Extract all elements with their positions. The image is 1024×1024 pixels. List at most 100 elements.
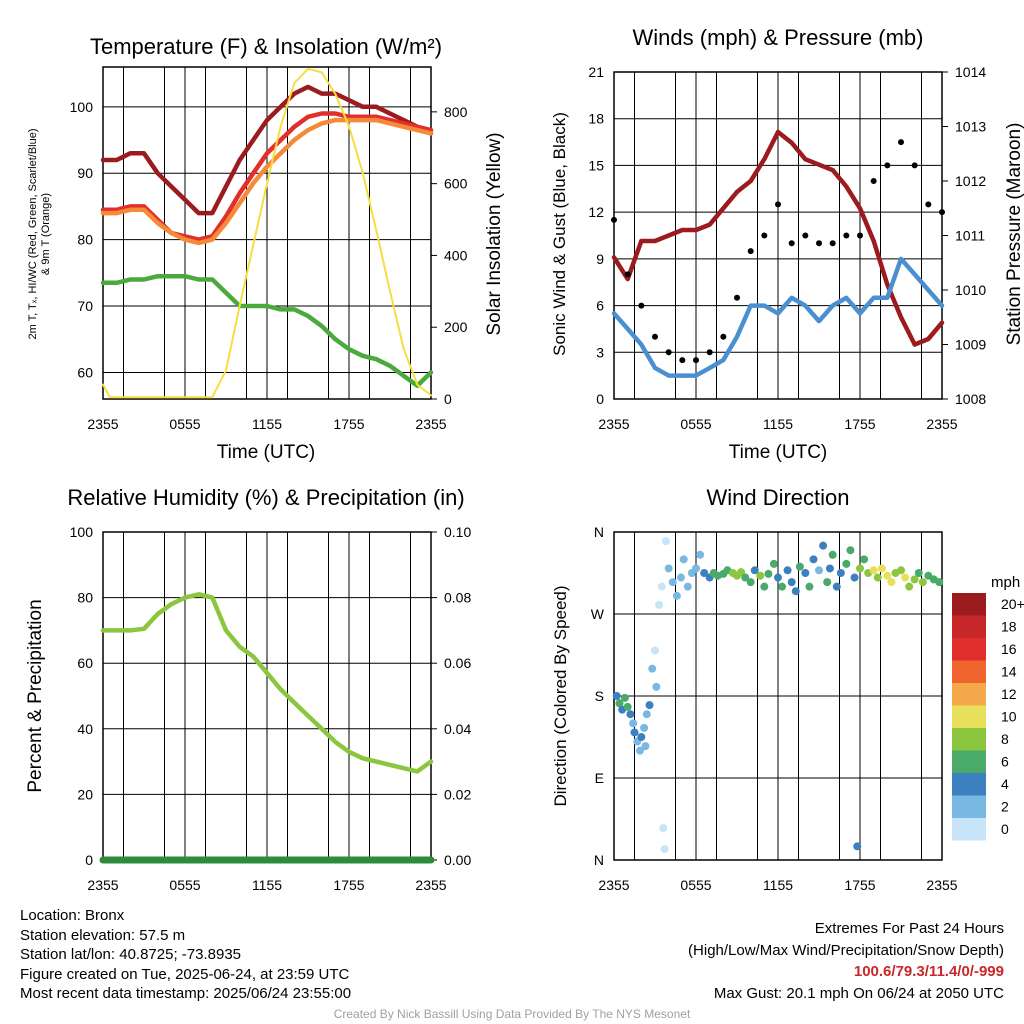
gust-point bbox=[911, 162, 918, 169]
direction-point bbox=[657, 582, 666, 591]
direction-point bbox=[778, 582, 787, 591]
direction-point bbox=[887, 578, 896, 587]
direction-point bbox=[877, 564, 886, 573]
y-tick-label: 18 bbox=[588, 111, 604, 127]
plot-frame bbox=[613, 71, 943, 400]
direction-point bbox=[655, 600, 664, 609]
legend-label: 18 bbox=[1001, 619, 1017, 635]
direction-point bbox=[660, 845, 669, 854]
y2-tick-label: 1012 bbox=[955, 173, 986, 189]
direction-point bbox=[832, 582, 841, 591]
extremes-subtitle: (High/Low/Max Wind/Precipitation/Snow De… bbox=[688, 941, 1004, 959]
x-tick-label: 1755 bbox=[333, 877, 364, 893]
x-tick-label: 2355 bbox=[598, 877, 629, 893]
winds-panel: Winds (mph) & Pressure (mb) Sonic Wind &… bbox=[550, 25, 1024, 463]
y2-tick-label: 0.04 bbox=[444, 721, 471, 737]
gust-point bbox=[857, 232, 863, 239]
legend-label: 2 bbox=[1001, 799, 1009, 815]
direction-point bbox=[809, 555, 818, 564]
gust-point bbox=[747, 248, 754, 255]
direction-point bbox=[801, 569, 810, 577]
direction-title: Wind Direction bbox=[706, 485, 849, 510]
direction-point bbox=[828, 550, 837, 559]
direction-point bbox=[746, 578, 755, 587]
plot-frame bbox=[102, 66, 432, 400]
gust-point bbox=[734, 294, 740, 301]
direction-point bbox=[935, 578, 944, 587]
direction-point bbox=[783, 566, 792, 575]
x-tick-label: 2355 bbox=[926, 877, 957, 893]
x-tick-label: 2355 bbox=[415, 877, 446, 893]
y2-tick-label: 1014 bbox=[955, 64, 986, 80]
x-tick-label: 2355 bbox=[87, 877, 118, 893]
humidity-panel: Relative Humidity (%) & Precipitation (i… bbox=[25, 485, 471, 893]
x-tick-label: 0555 bbox=[680, 416, 711, 432]
direction-point bbox=[791, 587, 800, 596]
legend-label: 0 bbox=[1001, 821, 1009, 837]
y-tick-label: 60 bbox=[77, 655, 93, 671]
y-tick-label: 0 bbox=[85, 852, 93, 868]
y-tick-label: 6 bbox=[596, 298, 604, 314]
series-line bbox=[100, 111, 434, 242]
x-tick-label: 1755 bbox=[844, 877, 875, 893]
direction-point bbox=[629, 719, 638, 728]
gust-point bbox=[925, 201, 932, 208]
gust-point bbox=[706, 349, 713, 356]
direction-point bbox=[648, 664, 657, 673]
direction-point bbox=[901, 573, 910, 582]
legend-swatch bbox=[952, 750, 986, 773]
legend-swatch bbox=[952, 593, 986, 616]
direction-point bbox=[769, 559, 778, 568]
direction-point bbox=[846, 546, 855, 555]
y-tick-label: S bbox=[595, 688, 604, 704]
direction-point bbox=[774, 573, 782, 582]
gust-point bbox=[624, 271, 631, 278]
series-line bbox=[102, 67, 432, 399]
direction-point bbox=[672, 591, 681, 600]
y2-tick-label: 1013 bbox=[955, 119, 986, 135]
legend-label: 8 bbox=[1001, 731, 1009, 747]
legend-label: 10 bbox=[1001, 709, 1017, 725]
y2-tick-label: 0.08 bbox=[444, 590, 471, 606]
y-tick-label: 12 bbox=[588, 204, 604, 220]
x-tick-label: 1155 bbox=[763, 877, 793, 893]
temperature-ylabel-left-line2: & 9m T (Orange) bbox=[40, 193, 52, 275]
direction-point bbox=[664, 564, 673, 573]
direction-point bbox=[815, 566, 823, 575]
y2-tick-label: 0.02 bbox=[444, 786, 471, 802]
direction-point bbox=[652, 682, 661, 691]
direction-point bbox=[641, 742, 650, 751]
credit-text: Created By Nick Bassill Using Data Provi… bbox=[333, 1007, 691, 1021]
gust-point bbox=[870, 178, 877, 184]
y-tick-label: 80 bbox=[77, 590, 93, 606]
y2-tick-label: 1009 bbox=[955, 337, 986, 353]
direction-legend-title: mph bbox=[991, 574, 1020, 591]
legend-label: 6 bbox=[1001, 754, 1009, 770]
direction-point bbox=[630, 728, 639, 737]
direction-point bbox=[661, 537, 670, 546]
legend-label: 12 bbox=[1001, 686, 1017, 702]
gust-point bbox=[829, 240, 836, 247]
direction-point bbox=[853, 842, 862, 851]
y-tick-label: 100 bbox=[70, 524, 94, 540]
gust-point bbox=[884, 162, 891, 169]
direction-point bbox=[696, 550, 705, 559]
legend-swatch bbox=[952, 660, 986, 683]
legend-swatch bbox=[952, 615, 986, 638]
gust-point bbox=[638, 302, 645, 309]
direction-point bbox=[615, 699, 624, 708]
station-info: Location: Bronx Station elevation: 57.5 … bbox=[20, 906, 351, 1004]
y-tick-label: N bbox=[594, 852, 604, 868]
y2-tick-label: 800 bbox=[444, 104, 468, 120]
temperature-ylabel-left: 2m T, Tₓ, HI/WC (Red, Green, Scarlet/Blu… bbox=[27, 128, 39, 339]
gust-point bbox=[652, 333, 658, 340]
temperature-title: Temperature (F) & Insolation (W/m²) bbox=[90, 34, 442, 59]
legend-label: 20+ bbox=[1001, 596, 1024, 612]
x-tick-label: 0555 bbox=[169, 877, 200, 893]
series-line bbox=[100, 84, 434, 216]
legend-label: 14 bbox=[1001, 664, 1017, 680]
direction-point bbox=[635, 746, 644, 755]
x-tick-label: 0555 bbox=[680, 877, 711, 893]
x-tick-label: 2355 bbox=[598, 416, 629, 432]
y-tick-label: 70 bbox=[77, 298, 93, 314]
